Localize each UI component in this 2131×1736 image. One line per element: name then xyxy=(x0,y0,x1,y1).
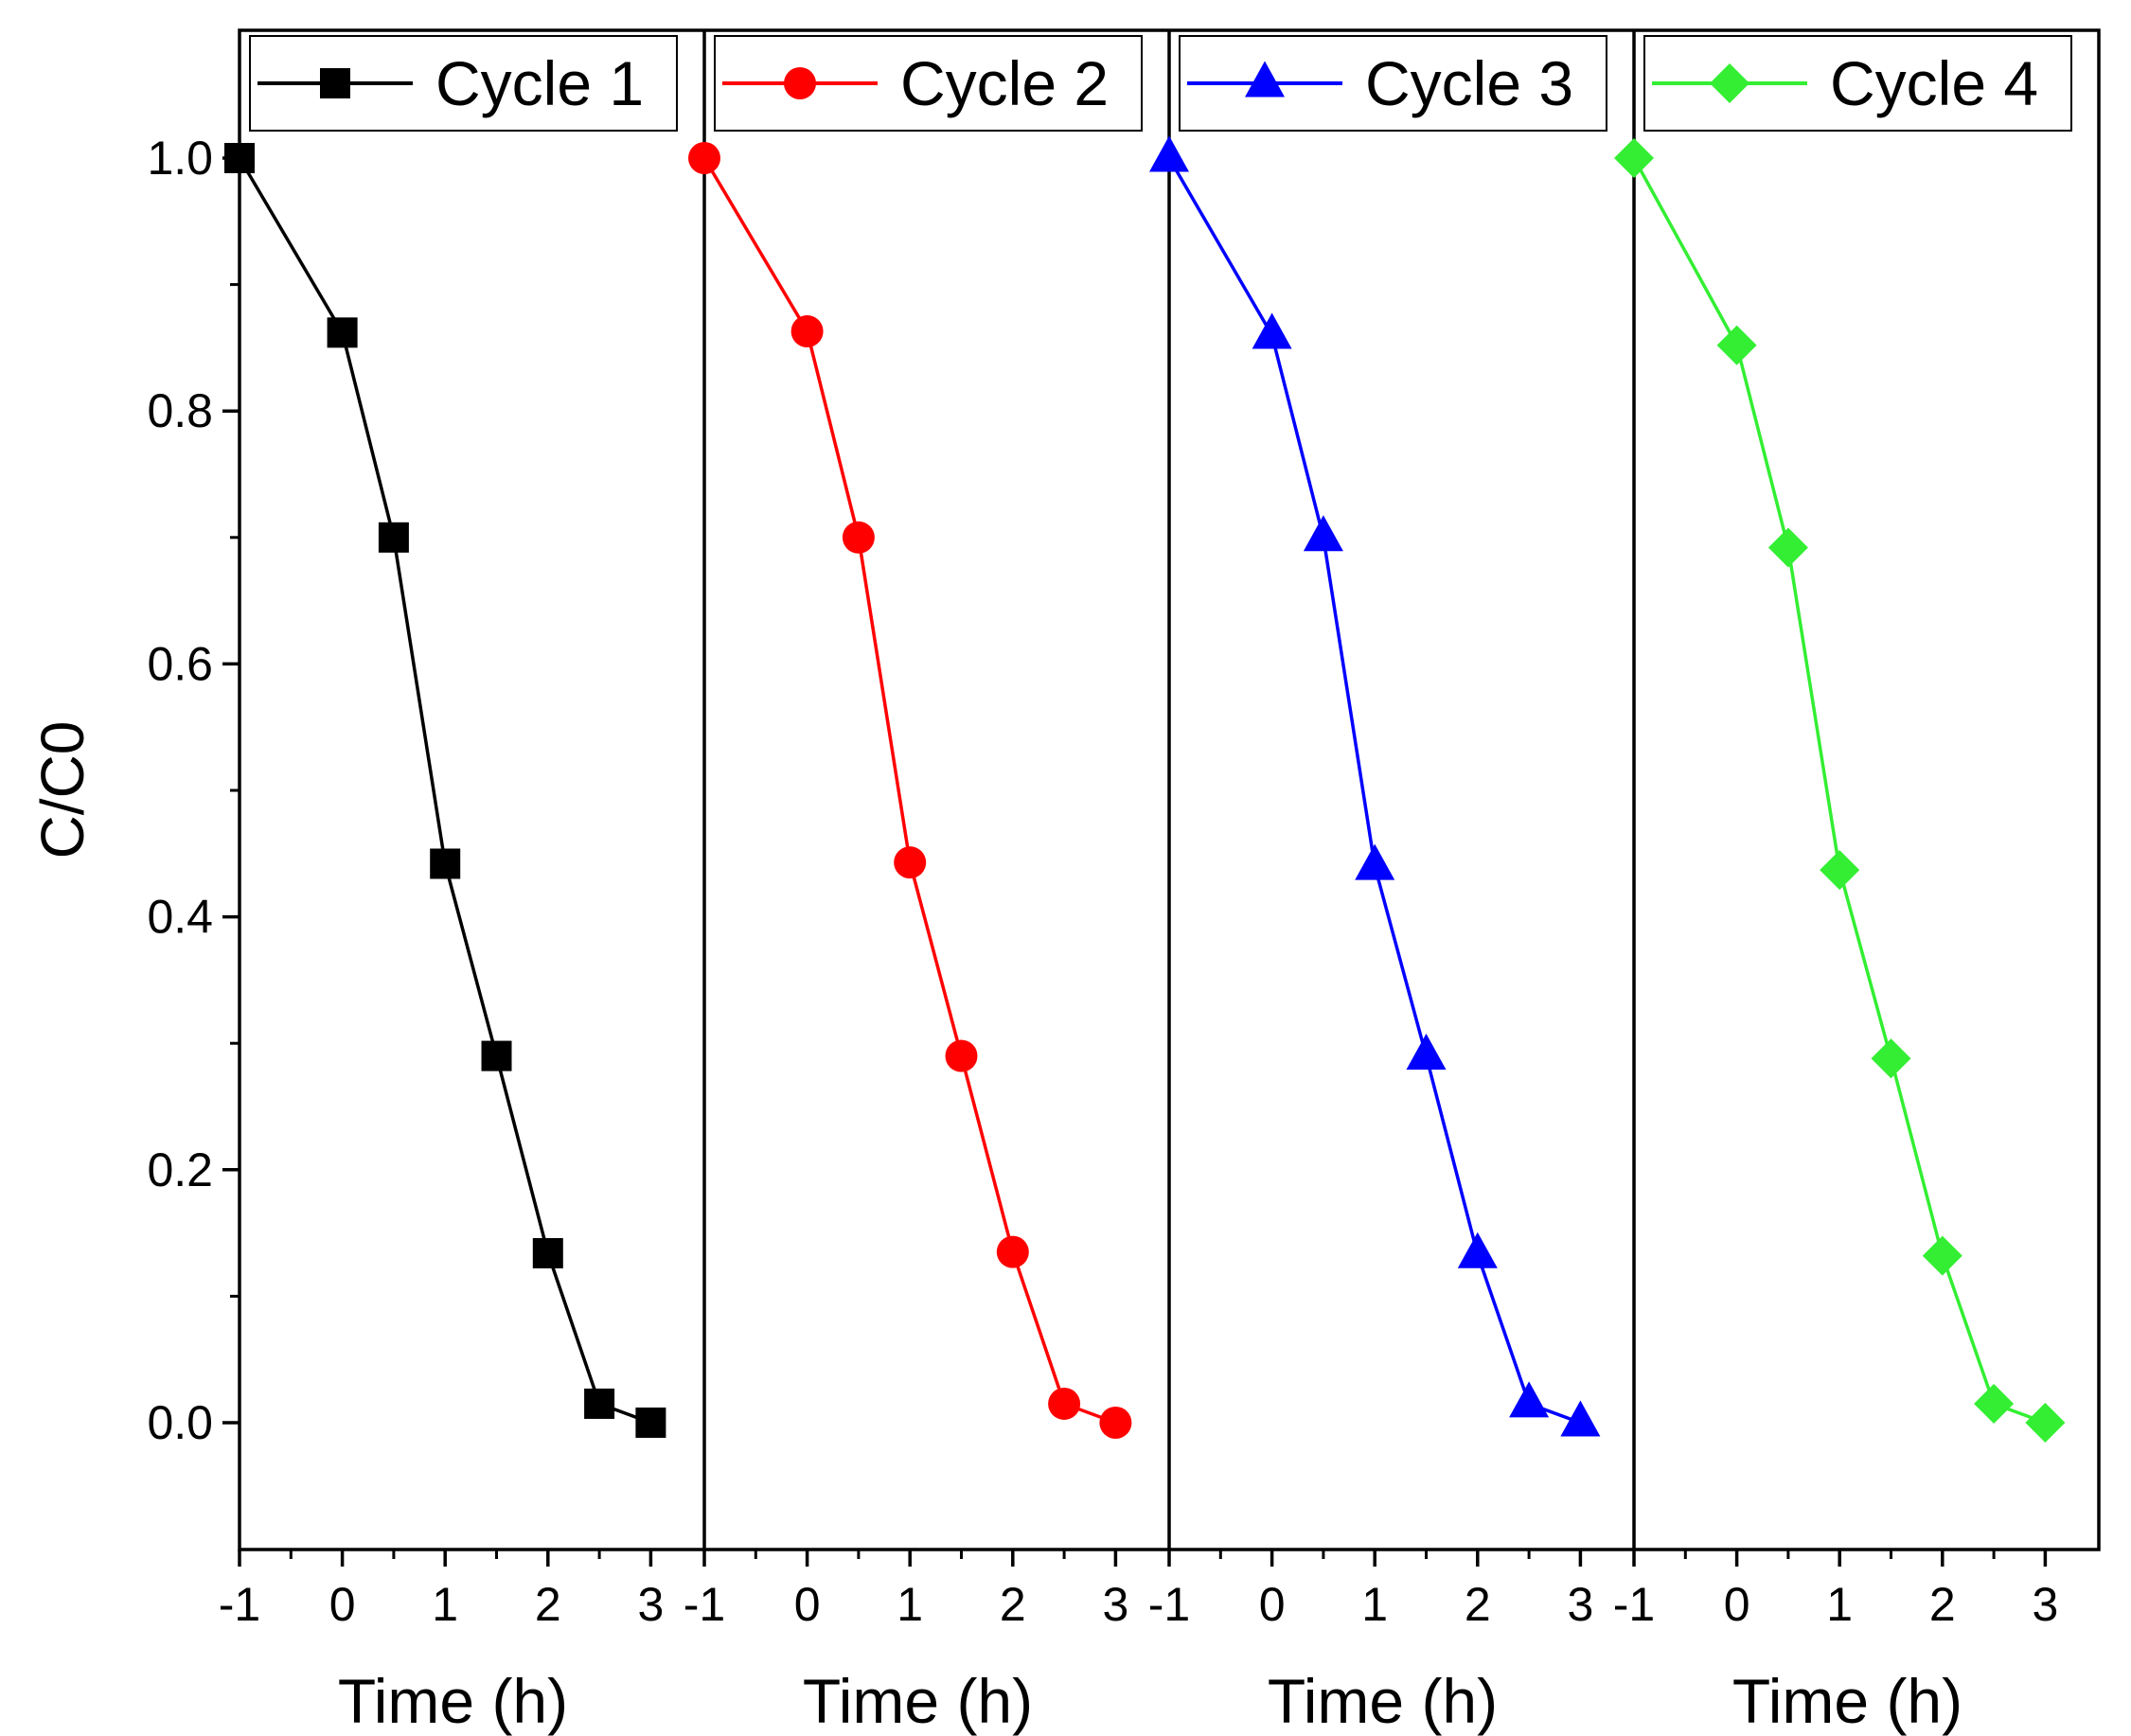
data-point xyxy=(894,846,927,879)
series-line xyxy=(702,157,1117,1425)
legend-marker xyxy=(784,67,816,99)
x-tick-label: 1 xyxy=(1361,1578,1388,1631)
series-4 xyxy=(1614,138,2066,1443)
data-point xyxy=(1922,1235,1962,1276)
x-tick-label: -1 xyxy=(1148,1578,1190,1631)
data-point xyxy=(327,317,358,348)
legend-3: Cycle 3 xyxy=(1179,35,1607,132)
legend-label: Cycle 1 xyxy=(435,48,644,118)
legend-label: Cycle 4 xyxy=(1830,48,2038,118)
x-axis-label: Time (h) xyxy=(1732,1666,1962,1736)
data-point xyxy=(1716,325,1757,365)
series-line xyxy=(1167,157,1582,1425)
x-axis-label: Time (h) xyxy=(803,1666,1033,1736)
y-tick-label: 0.8 xyxy=(147,384,213,437)
data-point xyxy=(635,1408,666,1438)
legend-1: Cycle 1 xyxy=(249,35,678,132)
data-point xyxy=(996,1235,1029,1268)
data-point xyxy=(1457,1231,1498,1268)
x-tick-label: 2 xyxy=(1465,1578,1491,1631)
x-axis-label: Time (h) xyxy=(338,1666,568,1736)
data-point xyxy=(1974,1383,2015,1424)
legend-marker xyxy=(1245,61,1285,97)
x-tick-label: 3 xyxy=(2032,1578,2058,1631)
data-point xyxy=(1560,1400,1601,1437)
x-tick-label: 1 xyxy=(432,1578,458,1631)
x-tick-label: 3 xyxy=(637,1578,664,1631)
series-2 xyxy=(688,142,1132,1439)
data-point xyxy=(1614,138,1654,178)
x-tick-label: 2 xyxy=(535,1578,561,1631)
data-point xyxy=(481,1040,512,1072)
x-tick-label: 0 xyxy=(1259,1578,1286,1631)
data-point xyxy=(1303,515,1343,552)
data-point xyxy=(1099,1407,1132,1439)
legend-label: Cycle 2 xyxy=(900,48,1109,118)
data-point xyxy=(378,522,409,553)
data-point xyxy=(1767,527,1808,568)
data-point xyxy=(532,1237,563,1268)
y-tick-label: 0.4 xyxy=(147,891,213,944)
y-tick-label: 0.0 xyxy=(147,1396,213,1449)
series-3 xyxy=(1149,135,1601,1437)
y-tick-label: 1.0 xyxy=(147,132,213,185)
data-point xyxy=(1048,1387,1081,1420)
x-tick-label: 2 xyxy=(1929,1578,1956,1631)
y-axis-label: C/C0 xyxy=(28,721,97,859)
data-point xyxy=(1871,1038,1911,1079)
data-point xyxy=(842,521,875,554)
x-tick-label: 0 xyxy=(794,1578,821,1631)
data-point xyxy=(1355,843,1395,880)
series-1 xyxy=(224,143,666,1438)
series-line xyxy=(1632,157,2047,1425)
x-tick-label: -1 xyxy=(1613,1578,1655,1631)
x-tick-label: -1 xyxy=(219,1578,260,1631)
data-point xyxy=(945,1039,978,1072)
data-point xyxy=(584,1388,615,1419)
data-point xyxy=(688,142,720,174)
y-tick-label: 0.2 xyxy=(147,1143,213,1196)
data-point xyxy=(1252,312,1292,349)
data-point xyxy=(1509,1381,1550,1418)
x-tick-label: 3 xyxy=(1567,1578,1593,1631)
x-tick-label: -1 xyxy=(684,1578,725,1631)
x-axis-label: Time (h) xyxy=(1268,1666,1498,1736)
legend-marker xyxy=(320,68,350,98)
data-point xyxy=(1820,850,1860,891)
legend-4: Cycle 4 xyxy=(1643,35,2072,132)
data-point xyxy=(1149,135,1189,172)
data-point xyxy=(224,143,255,173)
legend-marker xyxy=(1710,63,1749,103)
legend-2: Cycle 2 xyxy=(714,35,1143,132)
legend-label: Cycle 3 xyxy=(1365,48,1573,118)
x-tick-label: 1 xyxy=(1826,1578,1853,1631)
data-point xyxy=(790,315,824,348)
x-tick-label: 0 xyxy=(329,1578,356,1631)
series-line xyxy=(238,157,652,1425)
x-tick-label: 0 xyxy=(1724,1578,1750,1631)
x-tick-label: 3 xyxy=(1102,1578,1128,1631)
data-point xyxy=(2025,1403,2066,1443)
y-tick-label: 0.6 xyxy=(147,637,213,690)
data-point xyxy=(1406,1034,1447,1070)
x-tick-label: 1 xyxy=(897,1578,923,1631)
x-tick-label: 2 xyxy=(1000,1578,1026,1631)
data-point xyxy=(430,848,461,879)
